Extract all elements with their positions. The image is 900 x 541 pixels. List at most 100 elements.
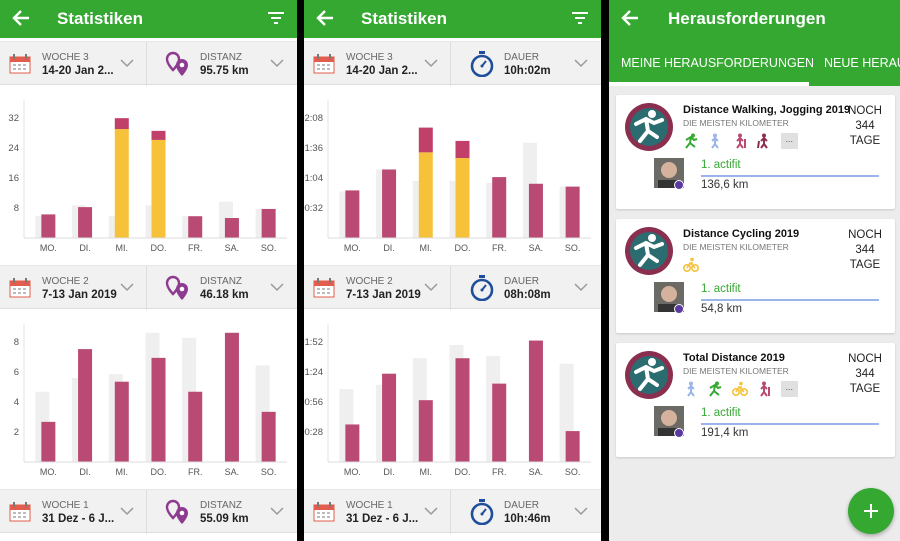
challenge-subtitle: DIE MEISTEN KILOMETER	[683, 366, 789, 376]
days-unit: TAGE	[849, 135, 881, 147]
challenge-card[interactable]: Total Distance 2019 DIE MEISTEN KILOMETE…	[616, 343, 895, 457]
x-tick-label: SA.	[225, 467, 240, 477]
stat-selector[interactable]: DAUER 08h:08m	[452, 266, 601, 310]
y-tick-label: 2	[14, 427, 19, 438]
chevron-down-icon[interactable]	[120, 506, 134, 516]
more-sports-button[interactable]: ...	[780, 133, 798, 149]
y-tick-label: 24	[8, 143, 19, 154]
challenge-card[interactable]: Distance Walking, Jogging 2019 DIE MEIST…	[616, 95, 895, 209]
y-tick-label: 01:04	[304, 173, 323, 184]
bar	[151, 357, 166, 462]
week-selector[interactable]: WOCHE 1 31 Dez - 6 J...	[0, 490, 147, 534]
chevron-down-icon[interactable]	[270, 506, 284, 516]
chevron-down-icon[interactable]	[120, 58, 134, 68]
back-arrow-icon[interactable]	[10, 7, 32, 29]
x-tick-label: MO.	[40, 243, 57, 253]
more-sports-button[interactable]: ...	[780, 381, 798, 397]
week-selector[interactable]: WOCHE 2 7-13 Jan 2019	[0, 266, 147, 310]
stat-value: 46.18 km	[200, 289, 249, 301]
x-tick-label: SO.	[261, 243, 277, 253]
runner-logo-icon	[625, 351, 673, 399]
bar	[565, 186, 580, 238]
chevron-down-icon[interactable]	[424, 282, 438, 292]
week-label: WOCHE 1	[42, 500, 89, 511]
days-remaining: NOCH 344 TAGE	[843, 228, 887, 273]
stat-value: 95.75 km	[200, 65, 249, 77]
week-label: WOCHE 2	[42, 276, 89, 287]
progress-bar	[701, 423, 879, 425]
back-arrow-icon[interactable]	[314, 7, 336, 29]
stat-value: 10h:02m	[504, 65, 551, 77]
week-range: 7-13 Jan 2019	[42, 289, 117, 301]
week-selector[interactable]: WOCHE 2 7-13 Jan 2019	[304, 266, 451, 310]
y-tick-label: 02:08	[304, 113, 323, 124]
chevron-down-icon[interactable]	[574, 58, 588, 68]
filter-icon[interactable]	[571, 11, 589, 25]
rank-label: 1. actifit	[701, 407, 741, 419]
app-bar: Statistiken	[304, 0, 601, 38]
week-selector-row: WOCHE 3 14-20 Jan 2... DISTANZ 95.75 km	[0, 41, 297, 86]
x-tick-label: FR.	[188, 243, 203, 253]
week-range: 31 Dez - 6 J...	[346, 513, 419, 525]
week-selector-row: WOCHE 2 7-13 Jan 2019 DISTANZ 46.18 km	[0, 265, 297, 310]
y-tick-label: 01:24	[304, 367, 323, 378]
week-selector-row: WOCHE 1 31 Dez - 6 J... DISTANZ 55.09 km	[0, 489, 297, 534]
challenge-subtitle: DIE MEISTEN KILOMETER	[683, 118, 789, 128]
stopwatch-icon	[470, 275, 494, 301]
week-selector-row: WOCHE 1 31 Dez - 6 J... DAUER 10h:46m	[304, 489, 601, 534]
add-challenge-button[interactable]	[848, 488, 894, 534]
bar	[345, 190, 360, 238]
calendar-icon	[9, 54, 31, 74]
stat-selector[interactable]: DISTANZ 95.75 km	[148, 42, 297, 86]
days-remaining-count: 344	[855, 120, 875, 132]
chevron-down-icon[interactable]	[574, 506, 588, 516]
week-label: WOCHE 3	[346, 52, 393, 63]
days-remaining-count: 344	[855, 368, 875, 380]
chevron-down-icon[interactable]	[574, 282, 588, 292]
app-bar: Herausforderungen MEINE HERAUSFORDERUNGE…	[609, 0, 900, 86]
tab-new-challenges[interactable]: NEUE HERAU	[824, 56, 900, 70]
runner-logo-icon	[625, 227, 673, 275]
bar	[224, 332, 239, 462]
bar	[455, 358, 470, 462]
week-range: 14-20 Jan 2...	[42, 65, 114, 77]
week-selector[interactable]: WOCHE 3 14-20 Jan 2...	[0, 42, 147, 86]
stat-selector[interactable]: DISTANZ 55.09 km	[148, 490, 297, 534]
stat-value: 55.09 km	[200, 513, 249, 525]
distance-value: 54,8 km	[701, 303, 742, 315]
bar	[151, 139, 166, 238]
stat-selector[interactable]: DAUER 10h:46m	[452, 490, 601, 534]
bar-chart: 00:32 01:04 01:36 02:08 MO. DI. MI. DO. FR. SA. SO…	[304, 100, 591, 253]
stat-selector[interactable]: DAUER 10h:02m	[452, 42, 601, 86]
cyclist-icon	[682, 257, 700, 273]
back-arrow-icon[interactable]	[619, 7, 641, 29]
statistics-duration-panel: Statistiken WOCHE 3 14-20 Jan 2... DAUER…	[304, 0, 601, 541]
week-selector[interactable]: WOCHE 3 14-20 Jan 2...	[304, 42, 451, 86]
chevron-down-icon[interactable]	[270, 282, 284, 292]
chevron-down-icon[interactable]	[424, 506, 438, 516]
week-range: 7-13 Jan 2019	[346, 289, 421, 301]
y-tick-label: 01:36	[304, 143, 323, 154]
stat-label: DAUER	[504, 500, 540, 511]
weekly-duration-chart: 00:28 00:56 01:24 01:52 MO. DI. MI. DO. FR. SA. SO…	[304, 310, 601, 488]
filter-icon[interactable]	[267, 11, 285, 25]
days-remaining-label: NOCH	[848, 105, 882, 117]
chevron-down-icon[interactable]	[424, 58, 438, 68]
x-tick-label: MO.	[344, 243, 361, 253]
bar-top-segment	[455, 140, 470, 159]
stopwatch-icon	[470, 51, 494, 77]
nordic-walker-icon	[757, 133, 769, 149]
bar	[565, 431, 580, 462]
challenge-card[interactable]: Distance Cycling 2019 DIE MEISTEN KILOME…	[616, 219, 895, 333]
x-tick-label: DI.	[383, 467, 395, 477]
x-tick-label: SO.	[565, 243, 581, 253]
page-title: Statistiken	[57, 9, 143, 28]
statistics-distance-panel: Statistiken WOCHE 3 14-20 Jan 2... DISTA…	[0, 0, 297, 541]
stat-selector[interactable]: DISTANZ 46.18 km	[148, 266, 297, 310]
tab-my-challenges[interactable]: MEINE HERAUSFORDERUNGEN	[621, 56, 815, 70]
hiker-icon	[736, 133, 746, 149]
week-selector[interactable]: WOCHE 1 31 Dez - 6 J...	[304, 490, 451, 534]
chevron-down-icon[interactable]	[270, 58, 284, 68]
chevron-down-icon[interactable]	[120, 282, 134, 292]
x-tick-label: DI.	[79, 243, 91, 253]
